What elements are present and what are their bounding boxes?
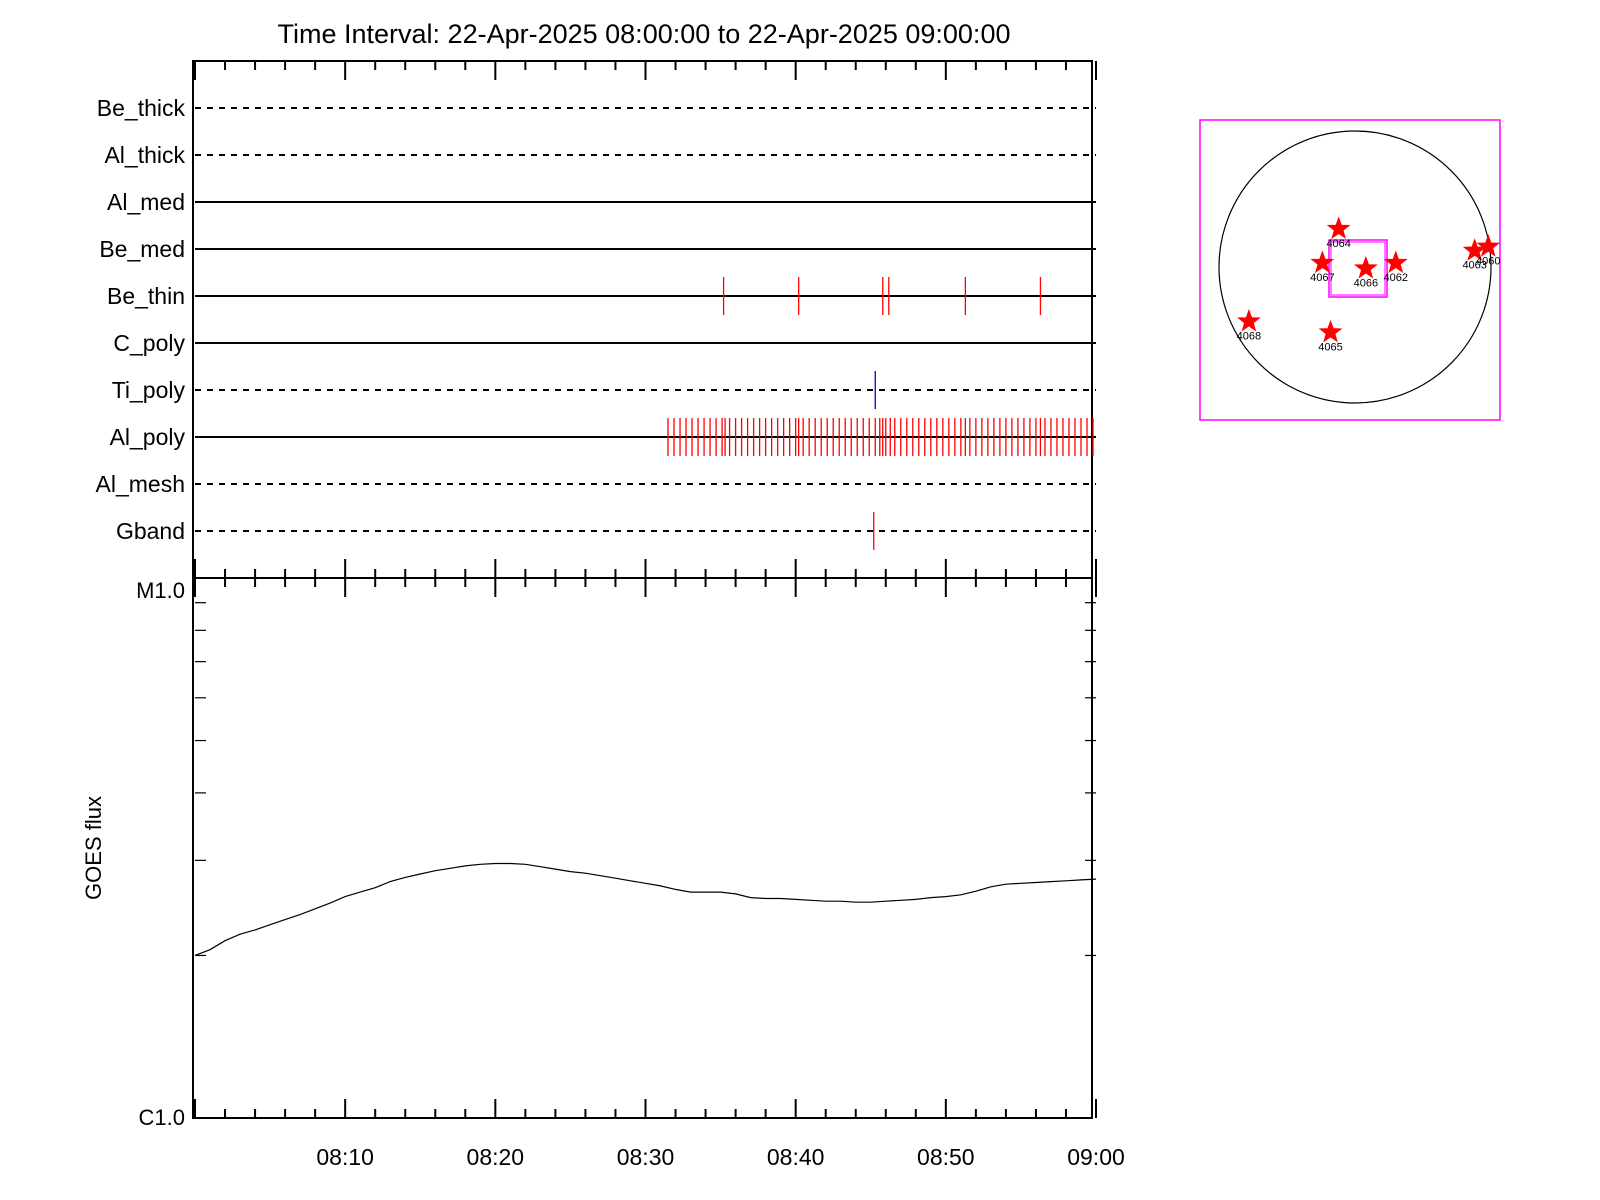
filter-row-label: Al_thick [104,142,185,168]
filter-row-label: Al_poly [110,424,186,450]
active-region-label: 4064 [1326,238,1350,250]
field-of-view-box-inner [1330,241,1386,296]
active-region-star [1476,234,1501,257]
active-region-label: 4063 [1462,260,1486,272]
active-region-label: 4062 [1384,272,1408,284]
top-panel-frame [192,60,1093,579]
goes-y-ticks [195,602,1096,957]
x-tick-label: 08:30 [617,1144,675,1170]
goes-y-min-label: C1.0 [139,1105,185,1130]
x-tick-label: 09:00 [1067,1144,1125,1170]
x-tick-label: 08:10 [316,1144,374,1170]
filter-rows: Be_thick Al_thick Al_med Be_med Be_thin C_pol… [96,95,1096,550]
x-tick-label: 08:50 [917,1144,975,1170]
sun-map-box [1199,119,1501,421]
x-tick-labels: 08:10 08:20 08:30 08:40 08:50 09:00 [316,1144,1124,1170]
active-region-star [1310,250,1335,274]
goes-flux-line [194,862,1097,956]
bottom-panel-frame [192,577,1093,1119]
goes-y-axis-label: GOES flux [81,796,106,900]
top-panel-ticks [194,61,1097,578]
filter-row-label: Be_thick [97,95,186,121]
active-region-label: 4067 [1310,272,1334,284]
active-region-label: 4060 [1476,256,1500,268]
filter-row-label: Gband [116,518,185,544]
goes-y-max-label: M1.0 [136,578,185,603]
active-region-label: 4066 [1354,277,1378,289]
active-region-label: 4065 [1318,341,1342,353]
active-region-star [1383,250,1408,273]
filter-row-label: Al_med [107,189,185,215]
filter-row-label: Ti_poly [112,377,186,403]
active-region-label: 4068 [1237,330,1261,342]
filter-row-label: Be_med [99,236,185,262]
active-region-star [1326,216,1351,239]
filter-timeline-panel: Be_thick Al_thick Al_med Be_med Be_thin C_pol… [96,60,1097,579]
active-region-star [1318,319,1343,343]
chart-title: Time Interval: 22-Apr-2025 08:00:00 to 2… [278,19,1011,49]
x-tick-label: 08:40 [767,1144,825,1170]
x-tick-label: 08:20 [467,1144,525,1170]
bottom-panel-ticks [194,578,1097,1118]
filter-row-label: Be_thin [107,283,185,309]
active-region-star [1237,308,1261,332]
solar-limb [1218,130,1492,404]
active-region-star [1354,255,1378,279]
field-of-view-box-outer [1328,239,1388,298]
filter-row-label: Al_mesh [96,471,185,497]
filter-row-label: C_poly [113,330,185,356]
goes-flux-panel: M1.0 C1.0 GOES flux 08:10 08:20 08:30 08:40… [81,577,1125,1170]
